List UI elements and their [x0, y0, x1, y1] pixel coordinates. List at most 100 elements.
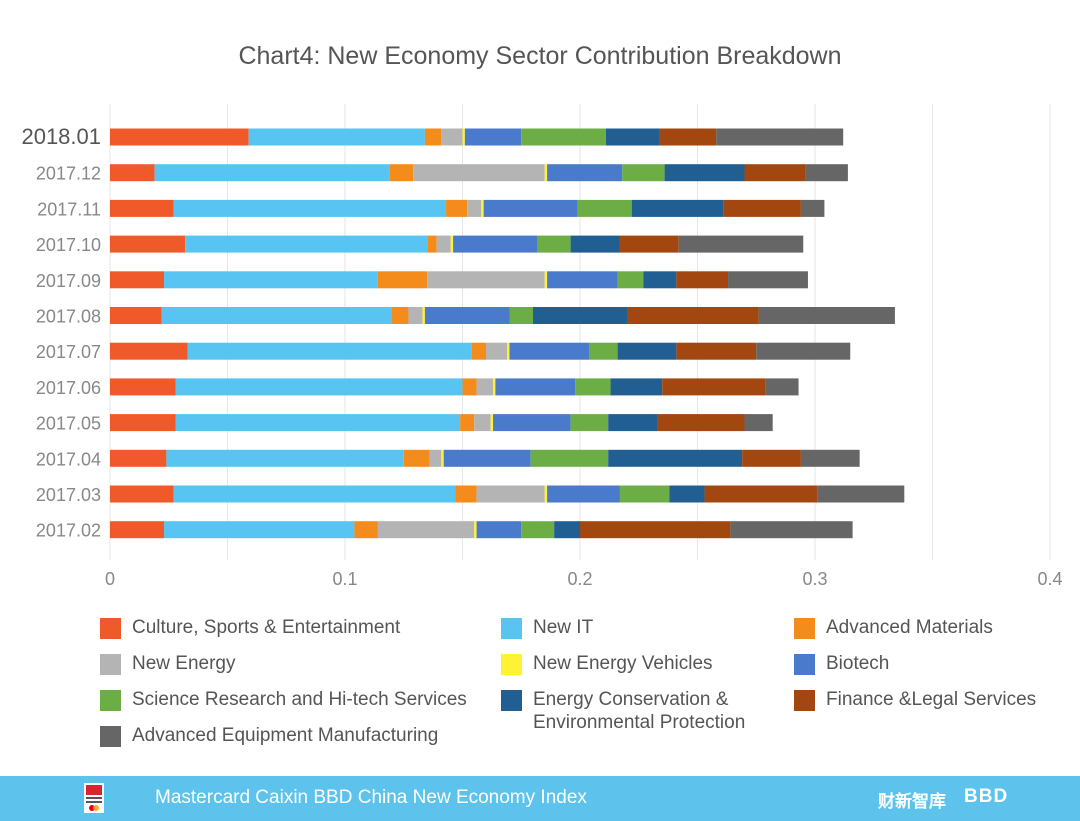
x-tick-label: 0.2 [567, 569, 592, 589]
legend-label: Science Research and Hi-tech Services [132, 689, 467, 710]
bar-segment [669, 485, 705, 503]
x-tick-label: 0.4 [1037, 569, 1062, 589]
bar-segment [544, 485, 548, 503]
bar-segment [173, 199, 447, 217]
legend-swatch [501, 690, 522, 711]
bar-segment [187, 342, 472, 360]
bar-segment [678, 235, 804, 253]
legend-swatch [794, 654, 815, 675]
bar-segment [408, 307, 423, 324]
bar-segment [547, 485, 620, 503]
bar-segment [817, 485, 905, 503]
legend-label: New Energy [132, 653, 236, 674]
bar-segment [450, 235, 454, 253]
bar-segment [377, 521, 475, 539]
bar-segment [453, 235, 538, 253]
bar-segment [608, 414, 658, 432]
bar-segment [643, 271, 677, 289]
bar-segment [455, 485, 477, 503]
legend-label: New Energy Vehicles [533, 653, 713, 674]
caixin-logo-text: 财新智库 [878, 792, 946, 811]
nei-mastercard-logo-icon [84, 783, 104, 813]
bar-segment [544, 271, 548, 289]
bar-segment [467, 199, 482, 217]
legend-swatch [794, 618, 815, 639]
bar-segment [659, 128, 717, 146]
bar-segment [627, 307, 759, 324]
legend-item: Energy Conservation & Environmental Prot… [501, 688, 773, 734]
y-category-label: 2017.08 [36, 307, 101, 327]
legend-label: Advanced Materials [826, 617, 993, 638]
bbd-logo-text: BBD [964, 786, 1009, 807]
bar-segment [173, 485, 456, 503]
stacked-bar-chart: 2018.01 2017.12 2017.11 2017.10 2017.09 2017.… [21, 104, 1063, 589]
bar-segment [547, 164, 623, 182]
bar-segment [570, 414, 609, 432]
legend-label: Finance &Legal Services [826, 689, 1037, 710]
bar-segment [389, 164, 414, 182]
legend-item: New IT [501, 616, 593, 639]
bar-segment [476, 485, 545, 503]
bar-segment [175, 414, 461, 432]
bar-segment [704, 485, 818, 503]
bar-segment [110, 449, 167, 467]
legend-swatch [100, 654, 121, 675]
bar-segment [619, 235, 679, 253]
bar-segment [476, 378, 494, 396]
bar-segment [756, 342, 851, 360]
bar-segment [730, 521, 853, 539]
bar-segment [619, 485, 670, 503]
bar-segment [110, 521, 165, 539]
bar-segment [744, 414, 773, 432]
y-category-label: 2018.01 [21, 124, 101, 149]
bar-segment [589, 342, 618, 360]
bar-segment [723, 199, 801, 217]
bar-segment [446, 199, 468, 217]
footer-title: Mastercard Caixin BBD China New Economy … [155, 787, 587, 808]
bar-segment [610, 378, 663, 396]
bar-segment [424, 307, 510, 324]
y-category-label: 2017.03 [36, 485, 101, 505]
bar-segment [664, 164, 745, 182]
bar-segment [765, 378, 799, 396]
x-axis-ticks: 0 0.1 0.2 0.3 0.4 [105, 569, 1063, 589]
bar-segment [462, 128, 465, 146]
y-category-label: 2017.06 [36, 378, 101, 398]
legend-label: Culture, Sports & Entertainment [132, 617, 401, 638]
bar-segment [676, 342, 757, 360]
bar-segment [474, 414, 491, 432]
bar-segment [657, 414, 745, 432]
legend-item: Science Research and Hi-tech Services [100, 688, 467, 711]
bar-segment [547, 271, 618, 289]
bar-segment [110, 128, 249, 146]
legend-item: New Energy Vehicles [501, 652, 713, 675]
footer-banner: Mastercard Caixin BBD China New Economy … [0, 776, 1080, 821]
bar-segment [662, 378, 766, 396]
bar-segment [436, 235, 451, 253]
bars [110, 128, 905, 539]
legend-item: Culture, Sports & Entertainment [100, 616, 400, 639]
bar-segment [164, 521, 355, 539]
bar-segment [800, 449, 860, 467]
bar-segment [617, 271, 644, 289]
y-category-label: 2017.07 [36, 342, 101, 362]
bar-segment [493, 378, 496, 396]
bar-segment [441, 449, 444, 467]
bar-segment [533, 307, 627, 324]
bar-segment [110, 199, 174, 217]
bar-segment [110, 485, 174, 503]
bar-segment [605, 128, 660, 146]
legend-swatch [100, 618, 121, 639]
legend-swatch [100, 726, 121, 747]
y-category-label: 2017.05 [36, 414, 101, 434]
bar-segment [427, 271, 545, 289]
bar-segment [554, 521, 580, 539]
bar-segment [608, 449, 743, 467]
bar-segment [622, 164, 665, 182]
bar-segment [617, 342, 677, 360]
legend-swatch [794, 690, 815, 711]
bar-segment [481, 199, 484, 217]
bar-segment [493, 414, 571, 432]
bar-segment [460, 414, 475, 432]
bar-segment [110, 378, 176, 396]
